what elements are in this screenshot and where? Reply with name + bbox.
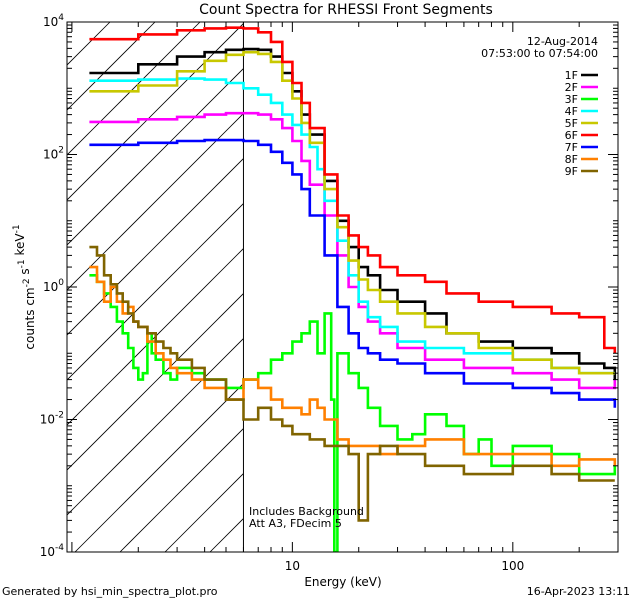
legend-label-1f: 1F xyxy=(565,69,578,82)
hatch-line xyxy=(67,337,244,516)
hatch-line xyxy=(0,22,20,552)
hatch-line xyxy=(67,22,201,156)
hatch-line xyxy=(74,382,244,552)
hatch-line xyxy=(67,202,244,381)
series-line-3f xyxy=(89,274,617,552)
hatch-line xyxy=(345,22,640,552)
hatched-region xyxy=(0,22,640,552)
legend-label-8f: 8F xyxy=(565,153,578,166)
legend-label-6f: 6F xyxy=(565,129,578,142)
hatch-line xyxy=(615,22,640,552)
series-line-4f xyxy=(89,77,615,375)
time-range-label: 07:53:00 to 07:54:00 xyxy=(481,47,598,60)
series-line-2f xyxy=(89,111,617,390)
y-tick-label: 102 xyxy=(43,146,64,162)
chart-title: Count Spectra for RHESSI Front Segments xyxy=(199,2,493,18)
x-tick-label: 100 xyxy=(501,559,524,573)
legend-label-9f: 9F xyxy=(565,165,578,178)
hatch-line xyxy=(67,292,244,471)
y-tick-label: 100 xyxy=(43,278,64,294)
date-label: 12-Aug-2014 xyxy=(527,35,598,48)
series-line-9f xyxy=(89,245,615,522)
timestamp-text: 16-Apr-2023 13:11 xyxy=(526,585,630,598)
x-axis-label: Energy (keV) xyxy=(304,575,381,589)
hatch-line xyxy=(67,22,244,201)
legend-label-5f: 5F xyxy=(565,117,578,130)
y-axis-label: counts cm-2 s-1 keV-1 xyxy=(12,224,37,349)
plot-frame xyxy=(66,21,619,553)
y-tick-label: 10-2 xyxy=(40,411,64,427)
hatch-line xyxy=(67,67,244,246)
annotation-line-1: Includes Background xyxy=(249,505,364,518)
annotation-line-2: Att A3, FDecim 5 xyxy=(249,517,342,530)
series-line-8f xyxy=(89,265,617,468)
hatch-line xyxy=(119,427,244,552)
generated-by-text: Generated by hsi_min_spectra_plot.pro xyxy=(2,585,218,598)
hatch-line xyxy=(525,22,640,552)
y-tick-label: 10-4 xyxy=(40,543,65,559)
series-line-5f xyxy=(89,50,615,375)
series-line-6f xyxy=(89,26,617,354)
legend-label-4f: 4F xyxy=(565,105,578,118)
x-tick-label: 10 xyxy=(285,559,300,573)
legend-label-7f: 7F xyxy=(565,141,578,154)
legend-label-2f: 2F xyxy=(565,81,578,94)
y-tick-label: 104 xyxy=(43,13,64,29)
series-line-7f xyxy=(89,138,617,408)
hatch-line xyxy=(390,22,640,552)
legend-label-3f: 3F xyxy=(565,93,578,106)
hatch-line xyxy=(67,247,244,426)
